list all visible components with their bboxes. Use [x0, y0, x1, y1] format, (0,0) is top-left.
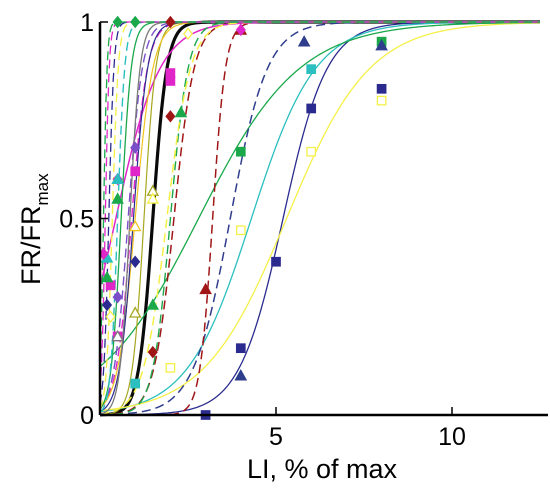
data-point-11-0	[146, 298, 160, 310]
y-tick-label-1: 0.5	[59, 206, 94, 234]
data-point-7-1	[165, 110, 176, 123]
data-point-8-0	[105, 280, 116, 291]
data-point-13-0	[146, 192, 160, 204]
data-point-4-0	[235, 146, 246, 157]
data-point-16-0	[111, 329, 124, 342]
data-point-10-0	[112, 290, 123, 304]
data-point-10-1	[130, 141, 141, 154]
data-point-15-0	[130, 255, 141, 268]
data-point-20-0	[102, 298, 113, 312]
x-axis-title: LI, % of max	[247, 454, 398, 484]
data-point-8-3	[235, 23, 246, 37]
data-point-1-1	[235, 343, 246, 354]
data-point-19-0	[105, 310, 116, 323]
series-line-5	[99, 21, 540, 416]
series-line-22	[99, 21, 540, 369]
data-point-1-3	[306, 103, 317, 114]
data-point-22-1	[112, 15, 123, 29]
data-point-14-0	[128, 219, 142, 232]
data-point-22-2	[130, 15, 141, 29]
data-point-18-1	[111, 172, 124, 185]
y-axis-title-main: FR/FR	[16, 206, 46, 285]
data-point-3-1	[235, 225, 246, 236]
marker-layer	[98, 15, 388, 420]
series-line-3	[99, 22, 541, 412]
x-tick-label-1: 10	[438, 423, 466, 451]
data-point-9-2	[165, 76, 176, 86]
series-line-8	[99, 21, 540, 287]
data-point-5-1	[297, 35, 311, 47]
data-point-12-0	[128, 306, 142, 318]
data-point-1-4	[376, 83, 387, 94]
data-point-2-2	[130, 378, 141, 389]
axes-layer: 5 10 0 0.5 1	[59, 9, 548, 451]
series-line-4	[99, 21, 541, 367]
y-axis-title-sub: max	[33, 173, 52, 206]
data-point-7-0	[147, 345, 158, 359]
data-point-3-0	[165, 362, 176, 373]
data-point-5-0	[234, 369, 248, 381]
data-point-11-1	[174, 105, 188, 118]
data-point-5-2	[375, 39, 388, 51]
data-point-6-0	[199, 282, 212, 295]
y-axis-title: FR/FRmax	[16, 173, 52, 285]
data-point-7-2	[165, 15, 176, 29]
data-point-9-1	[130, 166, 141, 177]
y-tick-label-2: 1	[80, 9, 94, 37]
data-point-17-0	[111, 192, 124, 204]
y-tick-label-0: 0	[80, 402, 94, 430]
data-point-2-1	[306, 64, 317, 75]
x-tick-label-0: 5	[269, 423, 283, 451]
data-point-3-2	[306, 146, 317, 157]
data-point-3-3	[376, 95, 387, 106]
data-point-1-2	[271, 256, 281, 267]
data-point-22-0	[100, 270, 114, 283]
data-point-13-1	[182, 27, 194, 41]
svg-text:FR/FRmax: FR/FRmax	[16, 173, 52, 285]
data-point-8-2	[165, 68, 176, 78]
